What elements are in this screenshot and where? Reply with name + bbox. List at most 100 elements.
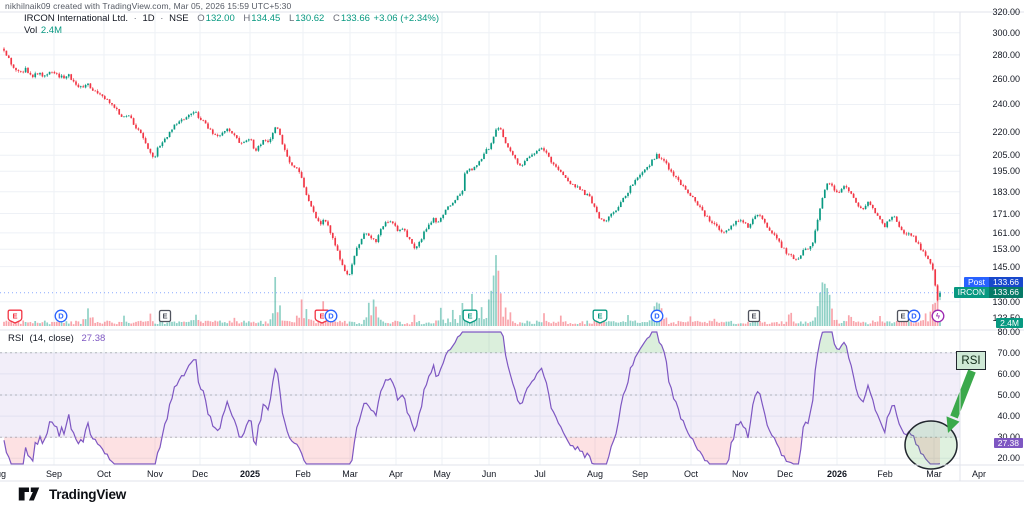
time-axis-tick: Aug [586,469,604,479]
legend-separator: · [133,13,137,24]
symbol-price-label: IRCON 133.66 [953,287,1023,299]
svg-text:E: E [900,312,905,321]
volume-value: 2.4M [40,25,62,36]
rsi-value: 27.38 [81,333,106,344]
dividend-marker-icon[interactable]: D [324,309,338,323]
rsi-legend: RSI (14, close) 27.38 [8,333,105,344]
time-axis-tick: Sep [45,469,63,479]
time-axis-tick: Dec [191,469,209,479]
svg-text:D: D [654,312,660,321]
rsi-line [3,331,941,465]
time-axis-tick: Oct [683,469,699,479]
time-axis-tick: Mar [342,469,358,479]
earnings-marker-icon[interactable]: E [747,309,761,323]
price-axis-tick: 130.00 [992,296,1020,307]
symbol-legend: IRCON International Ltd. · 1D · NSE O132… [24,13,439,24]
price-axis-tick: 260.00 [992,73,1020,84]
dividend-marker-icon[interactable]: D [54,309,68,323]
volume-legend: Vol 2.4M [24,25,62,36]
post-price-label: Post 133.66 [963,276,1023,288]
dividend-marker-icon[interactable]: D [650,309,664,323]
rsi-axis-tick: 60.00 [997,368,1020,379]
rsi-oversold-fill [4,437,940,464]
price-axis-tick: 145.00 [992,261,1020,272]
volume-label: Vol [24,25,38,36]
time-axis-tick: Nov [731,469,749,479]
time-axis-tick: Feb [877,469,893,479]
time-axis-tick: Aug [0,469,7,479]
svg-text:E: E [162,312,167,321]
legend-separator: · [160,13,164,24]
price-axis-tick: 240.00 [992,99,1020,110]
earnings-marker-icon[interactable]: E [896,309,910,323]
low-value: 130.62 [295,13,325,24]
rsi-annotation-label[interactable]: RSI [956,351,986,370]
gridlines [0,12,960,465]
rsi-axis-tick: 50.00 [997,390,1020,400]
earnings-marker-icon[interactable]: E [7,309,23,324]
annotation-arrow-head[interactable] [946,416,960,433]
close-label: C [332,13,340,24]
symbol-name[interactable]: IRCON International Ltd. [24,13,129,24]
rsi-axis-value-label: 27.38 [993,437,1023,448]
price-axis-tick: 205.00 [992,150,1020,161]
open-label: O [197,13,205,24]
svg-text:D: D [911,312,917,321]
tradingview-logo-text: TradingView [49,486,127,502]
tradingview-logo[interactable]: TradingView [16,485,126,503]
price-axis-tick: 320.00 [992,6,1020,17]
svg-text:D: D [328,312,334,321]
time-axis-tick: Jul [534,469,546,479]
time-axis-tick: Nov [146,469,164,479]
time-axis-tick: May [433,469,451,479]
change-value: +3.06 (+2.34%) [373,13,440,24]
price-axis-tick: 153.00 [992,244,1020,255]
time-axis-tick: Apr [388,469,404,479]
svg-text:D: D [58,312,64,321]
price-axis-tick: 220.00 [992,127,1020,138]
price-axis-tick: 161.00 [992,227,1020,238]
attribution-text: nikhilnaik09 created with TradingView.co… [5,1,292,11]
time-axis-tick: Jun [481,469,497,479]
svg-text:ϟ: ϟ [936,312,940,321]
volume-axis-label: 2.4M [996,317,1023,328]
price-axis-tick: 300.00 [992,27,1020,38]
high-value: 134.45 [251,13,281,24]
price-axis-tick: 183.00 [992,186,1020,197]
svg-text:E: E [12,312,17,321]
rsi-axis-tick: 20.00 [997,453,1020,464]
rsi-overbought-fill [4,332,940,353]
symbol-exchange[interactable]: NSE [169,13,189,24]
time-axis-tick: 2025 [239,469,261,479]
symbol-interval[interactable]: 1D [142,13,155,24]
annotation-arrow-shaft[interactable] [950,369,976,419]
rsi-axis-tick: 30.00 [997,432,1020,442]
rsi-oversold-circle-annotation[interactable] [904,420,958,470]
svg-text:E: E [751,312,756,321]
earnings-marker-icon[interactable]: E [592,309,608,324]
dividend-marker-icon[interactable]: D [907,309,921,323]
rsi-params: (14, close) [29,333,74,344]
svg-text:E: E [597,312,602,321]
svg-text:E: E [467,312,472,321]
time-axis-tick: Feb [295,469,311,479]
time-axis-tick: Apr [971,469,987,479]
event-marker-icon[interactable]: ϟ [931,309,945,323]
earnings-marker-icon[interactable]: E [158,309,172,323]
time-axis-tick: Dec [776,469,794,479]
candlesticks [3,47,941,302]
time-axis-tick: 2026 [826,469,848,479]
rsi-axis-tick: 80.00 [997,326,1020,337]
rsi-title[interactable]: RSI [8,333,24,344]
time-axis-tick: Oct [96,469,112,479]
time-axis-tick: Mar [926,469,942,479]
earnings-marker-icon[interactable]: E [462,309,478,324]
open-value: 132.00 [205,13,235,24]
low-label: L [288,13,295,24]
time-axis-tick: Sep [631,469,649,479]
close-value: 133.66 [340,13,370,24]
price-axis-tick: 280.00 [992,49,1020,60]
